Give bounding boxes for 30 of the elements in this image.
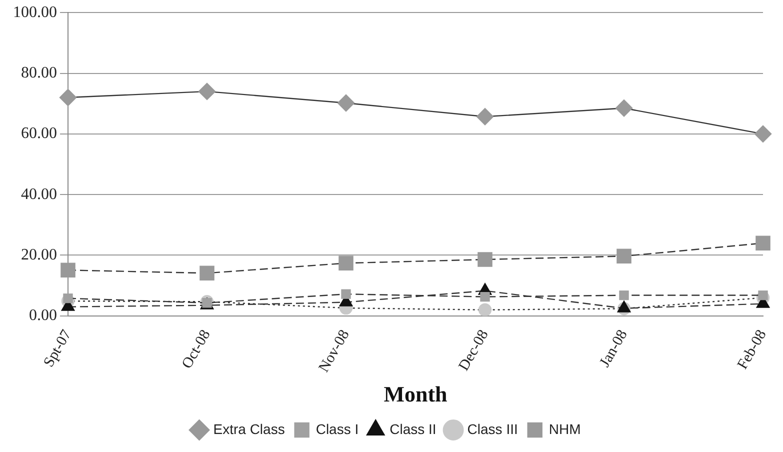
point [478,252,492,267]
point [59,88,77,106]
x-axis-title: Month [384,381,448,406]
point [63,293,73,304]
point [754,125,772,143]
point [478,303,492,316]
y-tick-label: 80.00 [21,64,57,82]
point [476,108,494,126]
y-tick-label: 100.00 [13,4,57,21]
point [480,292,490,302]
point [619,290,629,300]
point [337,94,355,112]
point [615,100,633,117]
legend-label: NHM [548,420,581,437]
point [60,262,76,278]
point [616,248,632,264]
point [198,82,216,100]
legend-label: Class III [467,420,518,437]
y-tick-label: 0.00 [29,307,57,324]
point [756,236,770,251]
point [338,256,354,271]
legend-label: Class I [316,420,359,437]
y-tick-label: 20.00 [21,246,57,264]
point [758,290,768,300]
legend-label: Class II [390,420,436,437]
point [200,266,214,281]
legend-label: Extra Class [213,420,285,437]
y-tick-label: 40.00 [21,186,57,203]
y-tick-label: 60.00 [21,125,57,142]
point [341,289,351,299]
